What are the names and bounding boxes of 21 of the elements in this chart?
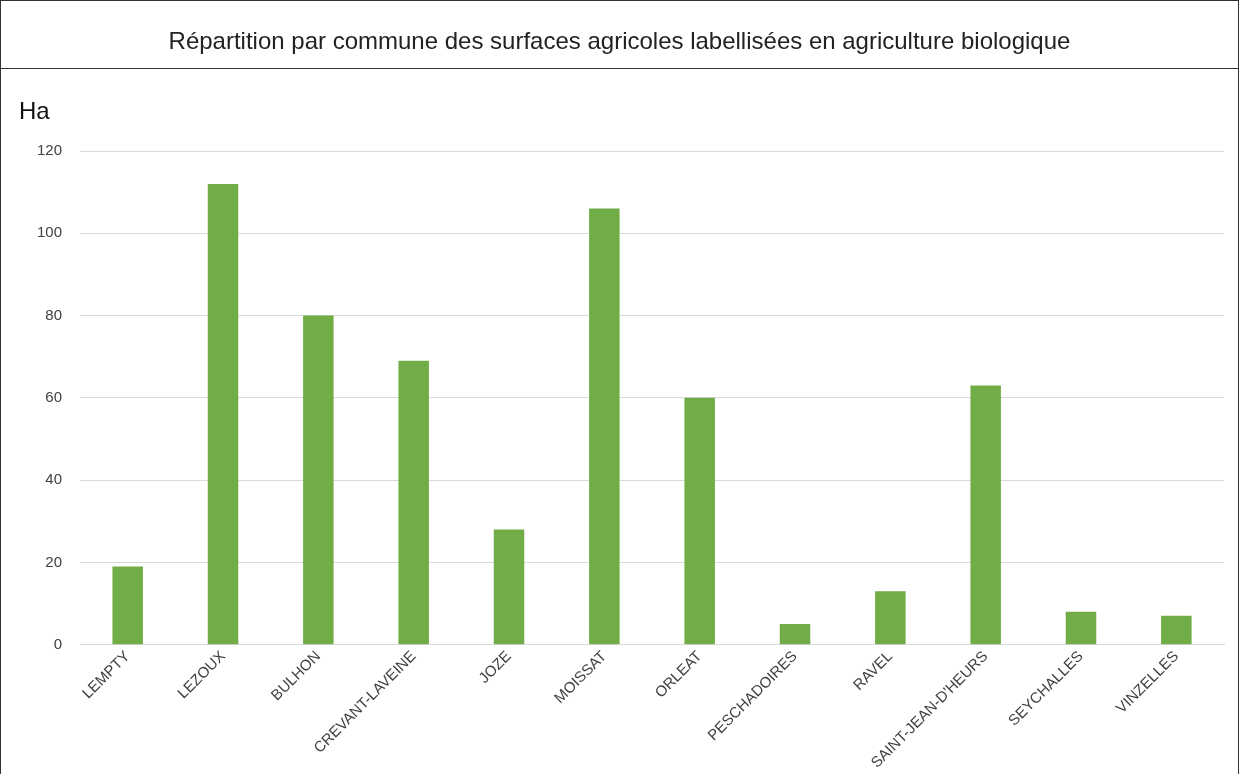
y-tick-label: 60 (45, 387, 63, 405)
bar (398, 360, 429, 645)
chart-title: Répartition par commune des surfaces agricoles labellisées en agriculture biologique (1, 1, 1238, 69)
bar (1161, 615, 1192, 645)
y-axis-title: Ha (19, 97, 50, 125)
bar (1065, 611, 1097, 645)
bar (589, 208, 620, 645)
y-tick-label: 100 (37, 223, 63, 241)
y-tick-label: 120 (37, 141, 63, 159)
y-tick-label: 40 (45, 470, 63, 488)
bar (779, 624, 811, 645)
bar (875, 591, 906, 645)
y-tick-label: 80 (45, 305, 63, 323)
bar (112, 566, 143, 645)
y-tick-label: 20 (45, 552, 63, 570)
bar (493, 529, 525, 645)
bar (303, 315, 334, 645)
bar (207, 183, 239, 645)
bar (684, 397, 715, 645)
y-tick-label: 0 (53, 634, 63, 652)
bar (970, 385, 1001, 645)
